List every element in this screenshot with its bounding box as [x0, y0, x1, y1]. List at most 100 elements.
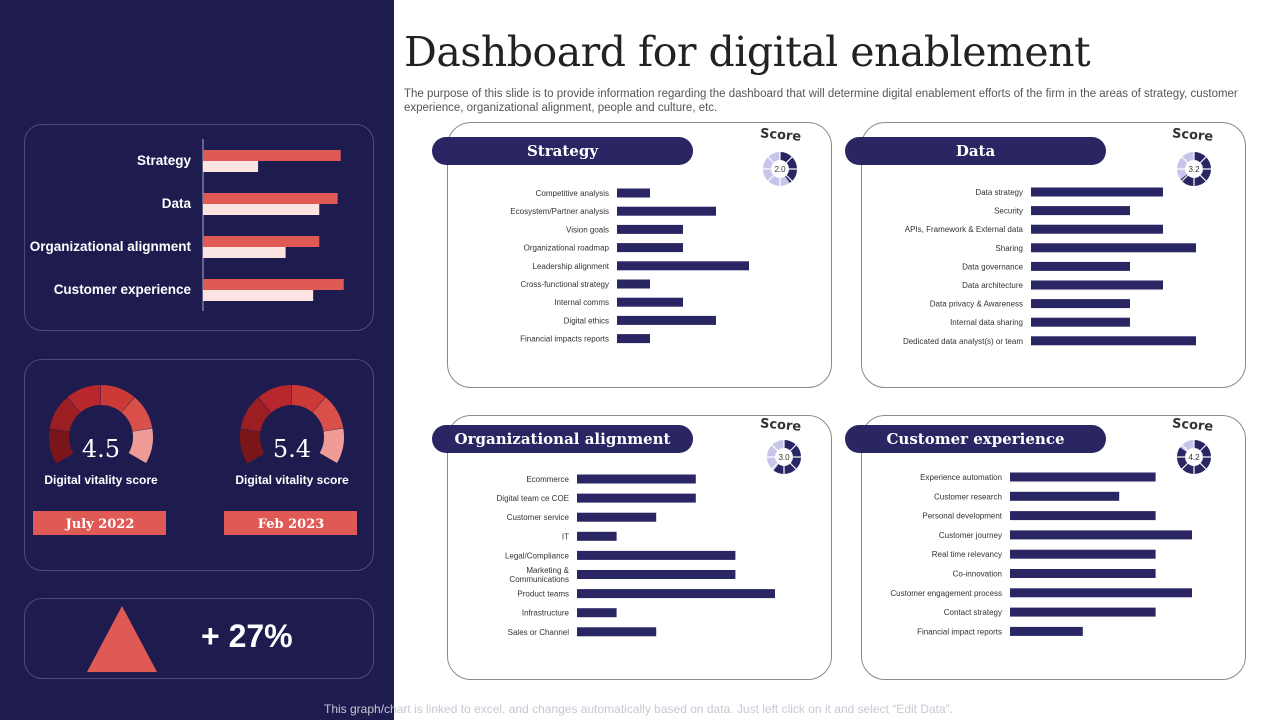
- triangle-up-icon: [87, 606, 157, 672]
- gauge-segment: [292, 385, 326, 413]
- bar: [1010, 511, 1156, 521]
- summary-bar-chart: Strategy Data Organizational alignment Cust…: [30, 139, 344, 311]
- bar-category-label: Real time relevancy: [932, 550, 1002, 559]
- data-score-donut: 3.2: [1176, 151, 1212, 187]
- bar-category-label: Experience automation: [920, 473, 1002, 482]
- bar: [617, 279, 650, 289]
- gauge-segment: [49, 428, 74, 464]
- summary-bar-series-2: [203, 290, 314, 301]
- summary-bar-series-2: [203, 161, 259, 172]
- bar-category-label: Organizational roadmap: [524, 244, 610, 253]
- bar: [617, 261, 749, 271]
- summary-bar-series-2: [203, 204, 320, 215]
- bar-category-label: Marketing &: [526, 566, 569, 575]
- gauge-segment: [121, 397, 153, 432]
- vitality-date-badge: [33, 511, 166, 535]
- bar: [577, 493, 696, 503]
- bar-category-label: Vision goals: [566, 225, 609, 234]
- change-card[interactable]: + 27%: [24, 598, 374, 679]
- bar-category-label: Ecosystem/Partner analysis: [510, 207, 609, 216]
- score-donut-divider: [1199, 156, 1207, 164]
- summary-category-label: Data: [162, 196, 192, 211]
- bar: [577, 531, 617, 541]
- score-donut-divider: [767, 174, 775, 182]
- bar-category-label: Internal comms: [554, 298, 609, 307]
- bar-category-label: Product teams: [517, 590, 569, 599]
- bar: [577, 550, 736, 560]
- vitality-date-badge: [224, 511, 357, 535]
- vitality-value: 4.5: [82, 435, 120, 463]
- bar: [1031, 261, 1130, 271]
- bar-category-label: Co-innovation: [953, 570, 1002, 579]
- summary-bar-series-1: [203, 236, 320, 247]
- strategy-panel-title: Strategy: [432, 137, 693, 165]
- org-alignment-panel-title: Organizational alignment: [432, 425, 693, 453]
- bar: [577, 608, 617, 618]
- gauge-segment: [240, 428, 265, 464]
- score-donut-divider: [1181, 174, 1189, 182]
- change-value: + 27%: [201, 618, 293, 654]
- data-bar-chart: Data strategy Security APIs, Framework & E…: [903, 187, 1196, 346]
- summary-chart-card: Strategy Data Organizational alignment Cust…: [24, 124, 374, 331]
- score-donut-divider: [785, 156, 793, 164]
- score-donut-divider: [771, 444, 779, 452]
- bar-category-label: Dedicated data analyst(s) or team: [903, 337, 1023, 346]
- bar: [617, 243, 683, 253]
- score-donut-divider: [1181, 156, 1189, 164]
- bar-category-label: Customer engagement process: [890, 589, 1002, 598]
- bar-category-label: Personal development: [922, 512, 1002, 521]
- summary-bar-series-1: [203, 150, 341, 161]
- customer-experience-score-donut: 4.2: [1176, 439, 1212, 475]
- bar-category-label: Digital team ce COE: [497, 494, 569, 503]
- customer-experience-bar-chart: Experience automation Customer research Pe…: [890, 472, 1192, 636]
- score-value: 3.0: [778, 453, 790, 462]
- bar-category-label: Infrastructure: [522, 609, 570, 618]
- bar: [1031, 317, 1130, 327]
- score-value: 4.2: [1188, 453, 1200, 462]
- score-donut-divider: [1199, 174, 1207, 182]
- bar: [1031, 224, 1163, 234]
- bar: [617, 206, 716, 216]
- bar-category-label: Leadership alignment: [533, 262, 610, 271]
- summary-category-label: Organizational alignment: [30, 239, 192, 254]
- vitality-value: 5.4: [273, 435, 311, 463]
- vitality-date: July 2022: [65, 517, 135, 532]
- summary-category-label: Customer experience: [54, 282, 192, 297]
- bar: [617, 224, 683, 234]
- bar-category-label: Competitive analysis: [536, 189, 609, 198]
- bar: [1031, 187, 1163, 197]
- bar: [1031, 206, 1130, 216]
- summary-bar-series-1: [203, 279, 344, 290]
- bar-category-label: Financial impacts reports: [520, 335, 609, 344]
- score-donut-divider: [1181, 462, 1189, 470]
- bar-category-label: Cross-functional strategy: [521, 280, 609, 289]
- score-donut-divider: [789, 444, 797, 452]
- bar-category-label: Data governance: [962, 262, 1023, 271]
- strategy-bar-chart: Competitive analysis Ecosystem/Partner an…: [510, 188, 749, 344]
- bar: [617, 315, 716, 325]
- gauge-segment: [101, 385, 135, 413]
- sidebar: [0, 0, 394, 720]
- score-value: 3.2: [1188, 165, 1200, 174]
- page-title: Dashboard for digital enablement: [404, 28, 1091, 76]
- gauge-segment: [319, 428, 344, 464]
- bar: [1010, 607, 1156, 617]
- strategy-score-donut: 2.0: [762, 151, 798, 187]
- footnote: This graph/chart is linked to excel, and…: [324, 702, 953, 716]
- data-panel-title: Data: [845, 137, 1106, 165]
- gauge-segment: [67, 385, 101, 413]
- summary-category-label: Strategy: [137, 153, 192, 168]
- bar-category-label: Customer research: [934, 492, 1002, 501]
- vitality-card: 4.5 Digital vitality score July 2022 5.4 Dig…: [24, 359, 374, 571]
- org-alignment-bar-chart: Ecommerce Digital team ce COE Customer ser…: [497, 474, 775, 637]
- bar: [1010, 626, 1083, 636]
- bar-category-label: Data strategy: [975, 188, 1023, 197]
- bar-category-label: Customer service: [507, 513, 570, 522]
- bar: [577, 589, 775, 599]
- bar: [1031, 243, 1196, 253]
- score-donut-divider: [1199, 462, 1207, 470]
- gauge-segment: [258, 385, 292, 413]
- score-value: 2.0: [774, 165, 786, 174]
- gauge-segment: [240, 397, 272, 432]
- vitality-label: Digital vitality score: [44, 473, 158, 487]
